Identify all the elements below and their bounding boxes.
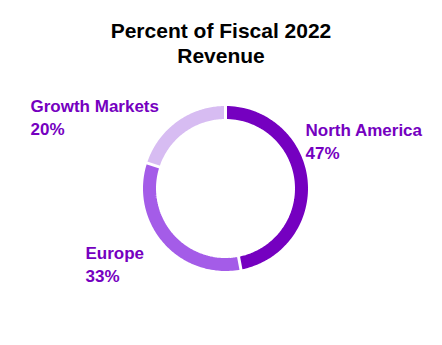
html-text:Percent of Fiscal 2022 Revenue: Percent of Fiscal 2022 Revenue (110, 19, 332, 67)
svg-text:North America47%: North America47% (306, 121, 423, 163)
svg-text:Europe33%: Europe33% (86, 244, 145, 286)
svg-text:Growth Markets20%: Growth Markets20% (31, 97, 159, 139)
